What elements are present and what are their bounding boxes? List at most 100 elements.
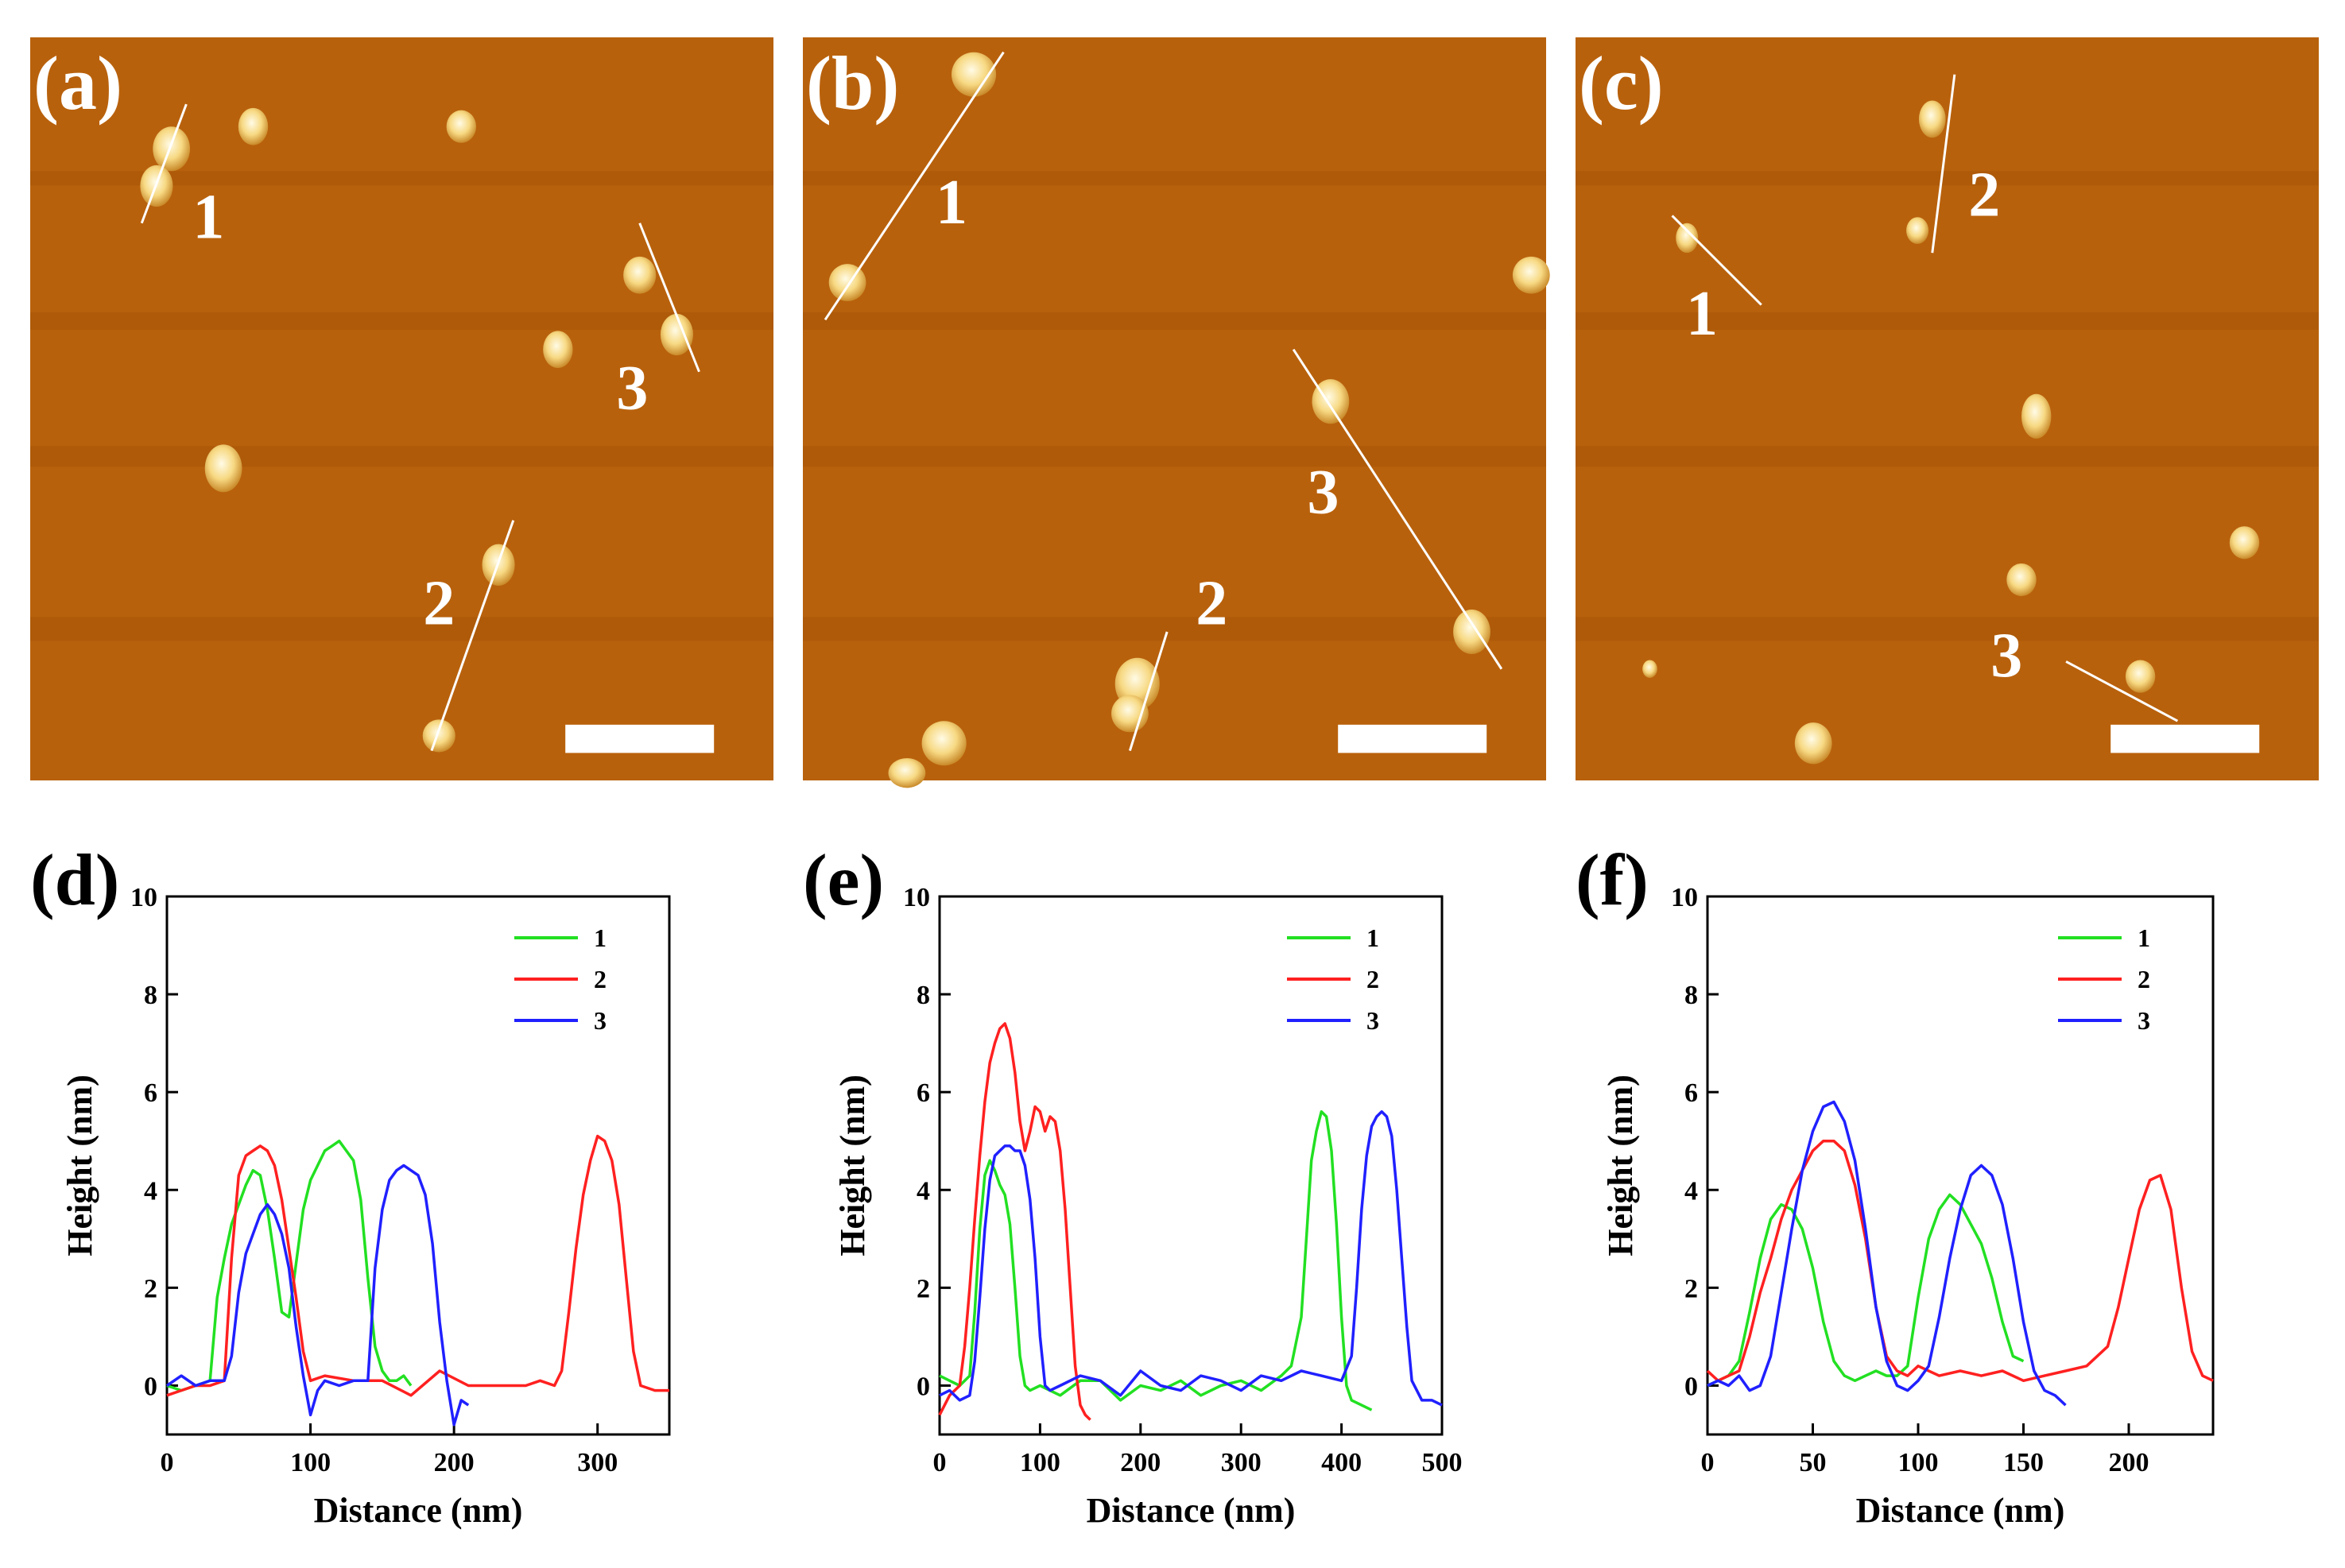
x-tick-label: 200	[434, 1448, 475, 1477]
panel-letter: (b)	[806, 41, 899, 126]
particle	[422, 719, 455, 753]
scan-streak	[30, 617, 773, 641]
x-axis-label: Distance (nm)	[314, 1491, 523, 1530]
particle	[153, 126, 191, 172]
particle	[1453, 609, 1490, 655]
panel-letter: (d)	[30, 839, 119, 920]
afm-panel-b: 1 2 3 (b)	[803, 37, 1550, 788]
particle	[2021, 393, 2052, 439]
x-tick-label: 50	[1800, 1448, 1827, 1477]
particle	[2006, 563, 2037, 597]
x-tick-label: 200	[1120, 1448, 1161, 1477]
profile-line-label: 2	[423, 569, 455, 639]
particle	[1111, 695, 1149, 733]
y-tick-label: 8	[917, 981, 930, 1010]
y-tick-label: 6	[917, 1078, 930, 1108]
x-tick-label: 400	[1321, 1448, 1362, 1477]
profile-line-label: 1	[192, 182, 224, 252]
y-tick-label: 2	[1684, 1274, 1698, 1303]
panel-letter: (f)	[1576, 839, 1649, 920]
y-tick-label: 0	[144, 1372, 157, 1401]
series-line-1	[939, 1110, 1373, 1411]
profile-line	[430, 520, 515, 752]
y-tick-label: 6	[1684, 1078, 1698, 1108]
plot-frame	[165, 895, 671, 1436]
particle	[446, 110, 476, 143]
x-tick-label: 500	[1422, 1448, 1463, 1477]
x-tick-label: 0	[1701, 1448, 1715, 1477]
particle	[1906, 217, 1929, 244]
plot-frame	[938, 895, 1444, 1436]
y-axis-label: Height (nm)	[1601, 1074, 1640, 1256]
x-tick-label: 100	[290, 1448, 331, 1477]
series-line-2	[938, 1022, 1091, 1421]
scan-streak	[803, 312, 1546, 330]
y-axis-label: Height (nm)	[60, 1074, 99, 1256]
particle	[1676, 223, 1699, 254]
particle	[1642, 660, 1657, 678]
profile-line-label: 3	[1308, 457, 1339, 527]
profile-line	[2065, 660, 2179, 722]
series-line-2	[1706, 1139, 2214, 1383]
afm-image-background	[803, 37, 1546, 780]
x-tick-label: 300	[1221, 1448, 1262, 1477]
y-tick-label: 10	[1671, 883, 1698, 912]
particle	[238, 107, 269, 145]
x-tick-label: 150	[2003, 1448, 2044, 1477]
profile-line-label: 2	[1196, 569, 1227, 639]
scan-streak	[803, 446, 1546, 467]
y-tick-label: 10	[130, 883, 157, 912]
profile-line	[140, 103, 188, 224]
x-tick-label: 300	[577, 1448, 618, 1477]
y-axis-label: Height (nm)	[833, 1074, 872, 1256]
profile-line	[1128, 631, 1169, 752]
particle	[921, 721, 967, 766]
afm-panel-c: 1 2 3 (c)	[1576, 37, 2319, 780]
profile-line	[1292, 348, 1503, 670]
afm-images: 1 2 3 (a) 1 2 3 (b) 1 2 3 (c)	[30, 37, 2319, 788]
legend-label-3: 3	[2138, 1006, 2150, 1035]
x-tick-label: 0	[161, 1448, 174, 1477]
y-tick-label: 4	[144, 1176, 157, 1206]
series-line-3	[166, 1163, 470, 1427]
legend-label-1: 1	[594, 923, 607, 952]
scan-streak	[30, 312, 773, 330]
scan-streak	[1576, 446, 2319, 467]
particle	[1512, 256, 1550, 294]
scan-streak	[1576, 171, 2319, 186]
profile-line	[824, 51, 1005, 321]
afm-image-background	[1576, 37, 2319, 780]
panel-letter: (e)	[803, 839, 884, 920]
y-tick-label: 4	[1684, 1176, 1698, 1206]
y-tick-label: 6	[144, 1078, 157, 1108]
series-line-1	[166, 1139, 413, 1392]
profile-line-label: 2	[1968, 160, 2000, 230]
particle	[888, 757, 926, 788]
series-line-1	[1707, 1193, 2025, 1388]
particle	[2125, 660, 2156, 693]
particle	[204, 444, 242, 493]
y-tick-label: 2	[917, 1274, 930, 1303]
x-tick-label: 100	[1898, 1448, 1939, 1477]
particle	[623, 256, 657, 294]
scan-streak	[803, 617, 1546, 641]
x-axis-label: Distance (nm)	[1087, 1491, 1296, 1530]
x-tick-label: 0	[933, 1448, 947, 1477]
scan-streak	[1576, 617, 2319, 641]
panel-letter: (c)	[1579, 41, 1664, 126]
profile-line-label: 3	[616, 354, 648, 424]
particle	[2229, 526, 2260, 559]
particle	[1794, 722, 1832, 765]
scale-bar	[2110, 724, 2260, 753]
y-tick-label: 10	[903, 883, 930, 912]
x-axis-label: Distance (nm)	[1856, 1491, 2065, 1530]
afm-panel-a: 1 2 3 (a)	[30, 37, 773, 780]
y-tick-label: 0	[1684, 1372, 1698, 1401]
legend-label-1: 1	[1366, 923, 1379, 952]
x-tick-label: 100	[1020, 1448, 1060, 1477]
